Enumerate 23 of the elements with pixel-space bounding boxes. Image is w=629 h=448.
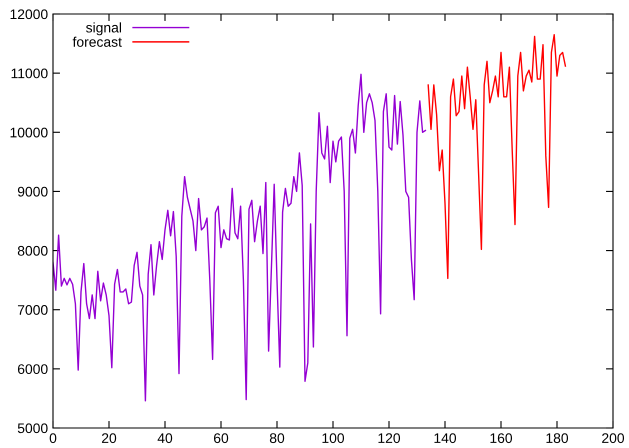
x-tick-label: 160 [490,433,512,444]
x-tick-label: 100 [322,433,344,444]
y-tick-label: 8000 [18,246,48,256]
legend-label: signal [86,22,122,36]
x-tick-label: 40 [158,433,172,444]
y-tick-label: 11000 [12,68,48,78]
y-tick-label: 10000 [10,128,48,138]
y-tick-label: 9000 [18,186,48,197]
x-tick-label: 0 [50,433,56,444]
x-tick-label: 120 [378,433,400,444]
line-series [428,34,566,280]
x-tick-label: 180 [546,433,568,444]
x-tick-label: 80 [270,433,284,444]
x-tick-label: 140 [434,433,456,444]
y-tick-label: 5000 [18,423,48,434]
y-tick-label: 6000 [18,364,48,374]
y-tick-label: 12000 [10,9,48,20]
legend-label: forecast [72,36,122,47]
x-tick-label: 200 [602,433,624,444]
x-tick-label: 60 [214,433,228,444]
line-series [53,74,426,402]
x-tick-label: 20 [102,433,116,444]
y-tick-label: 7000 [18,305,48,315]
